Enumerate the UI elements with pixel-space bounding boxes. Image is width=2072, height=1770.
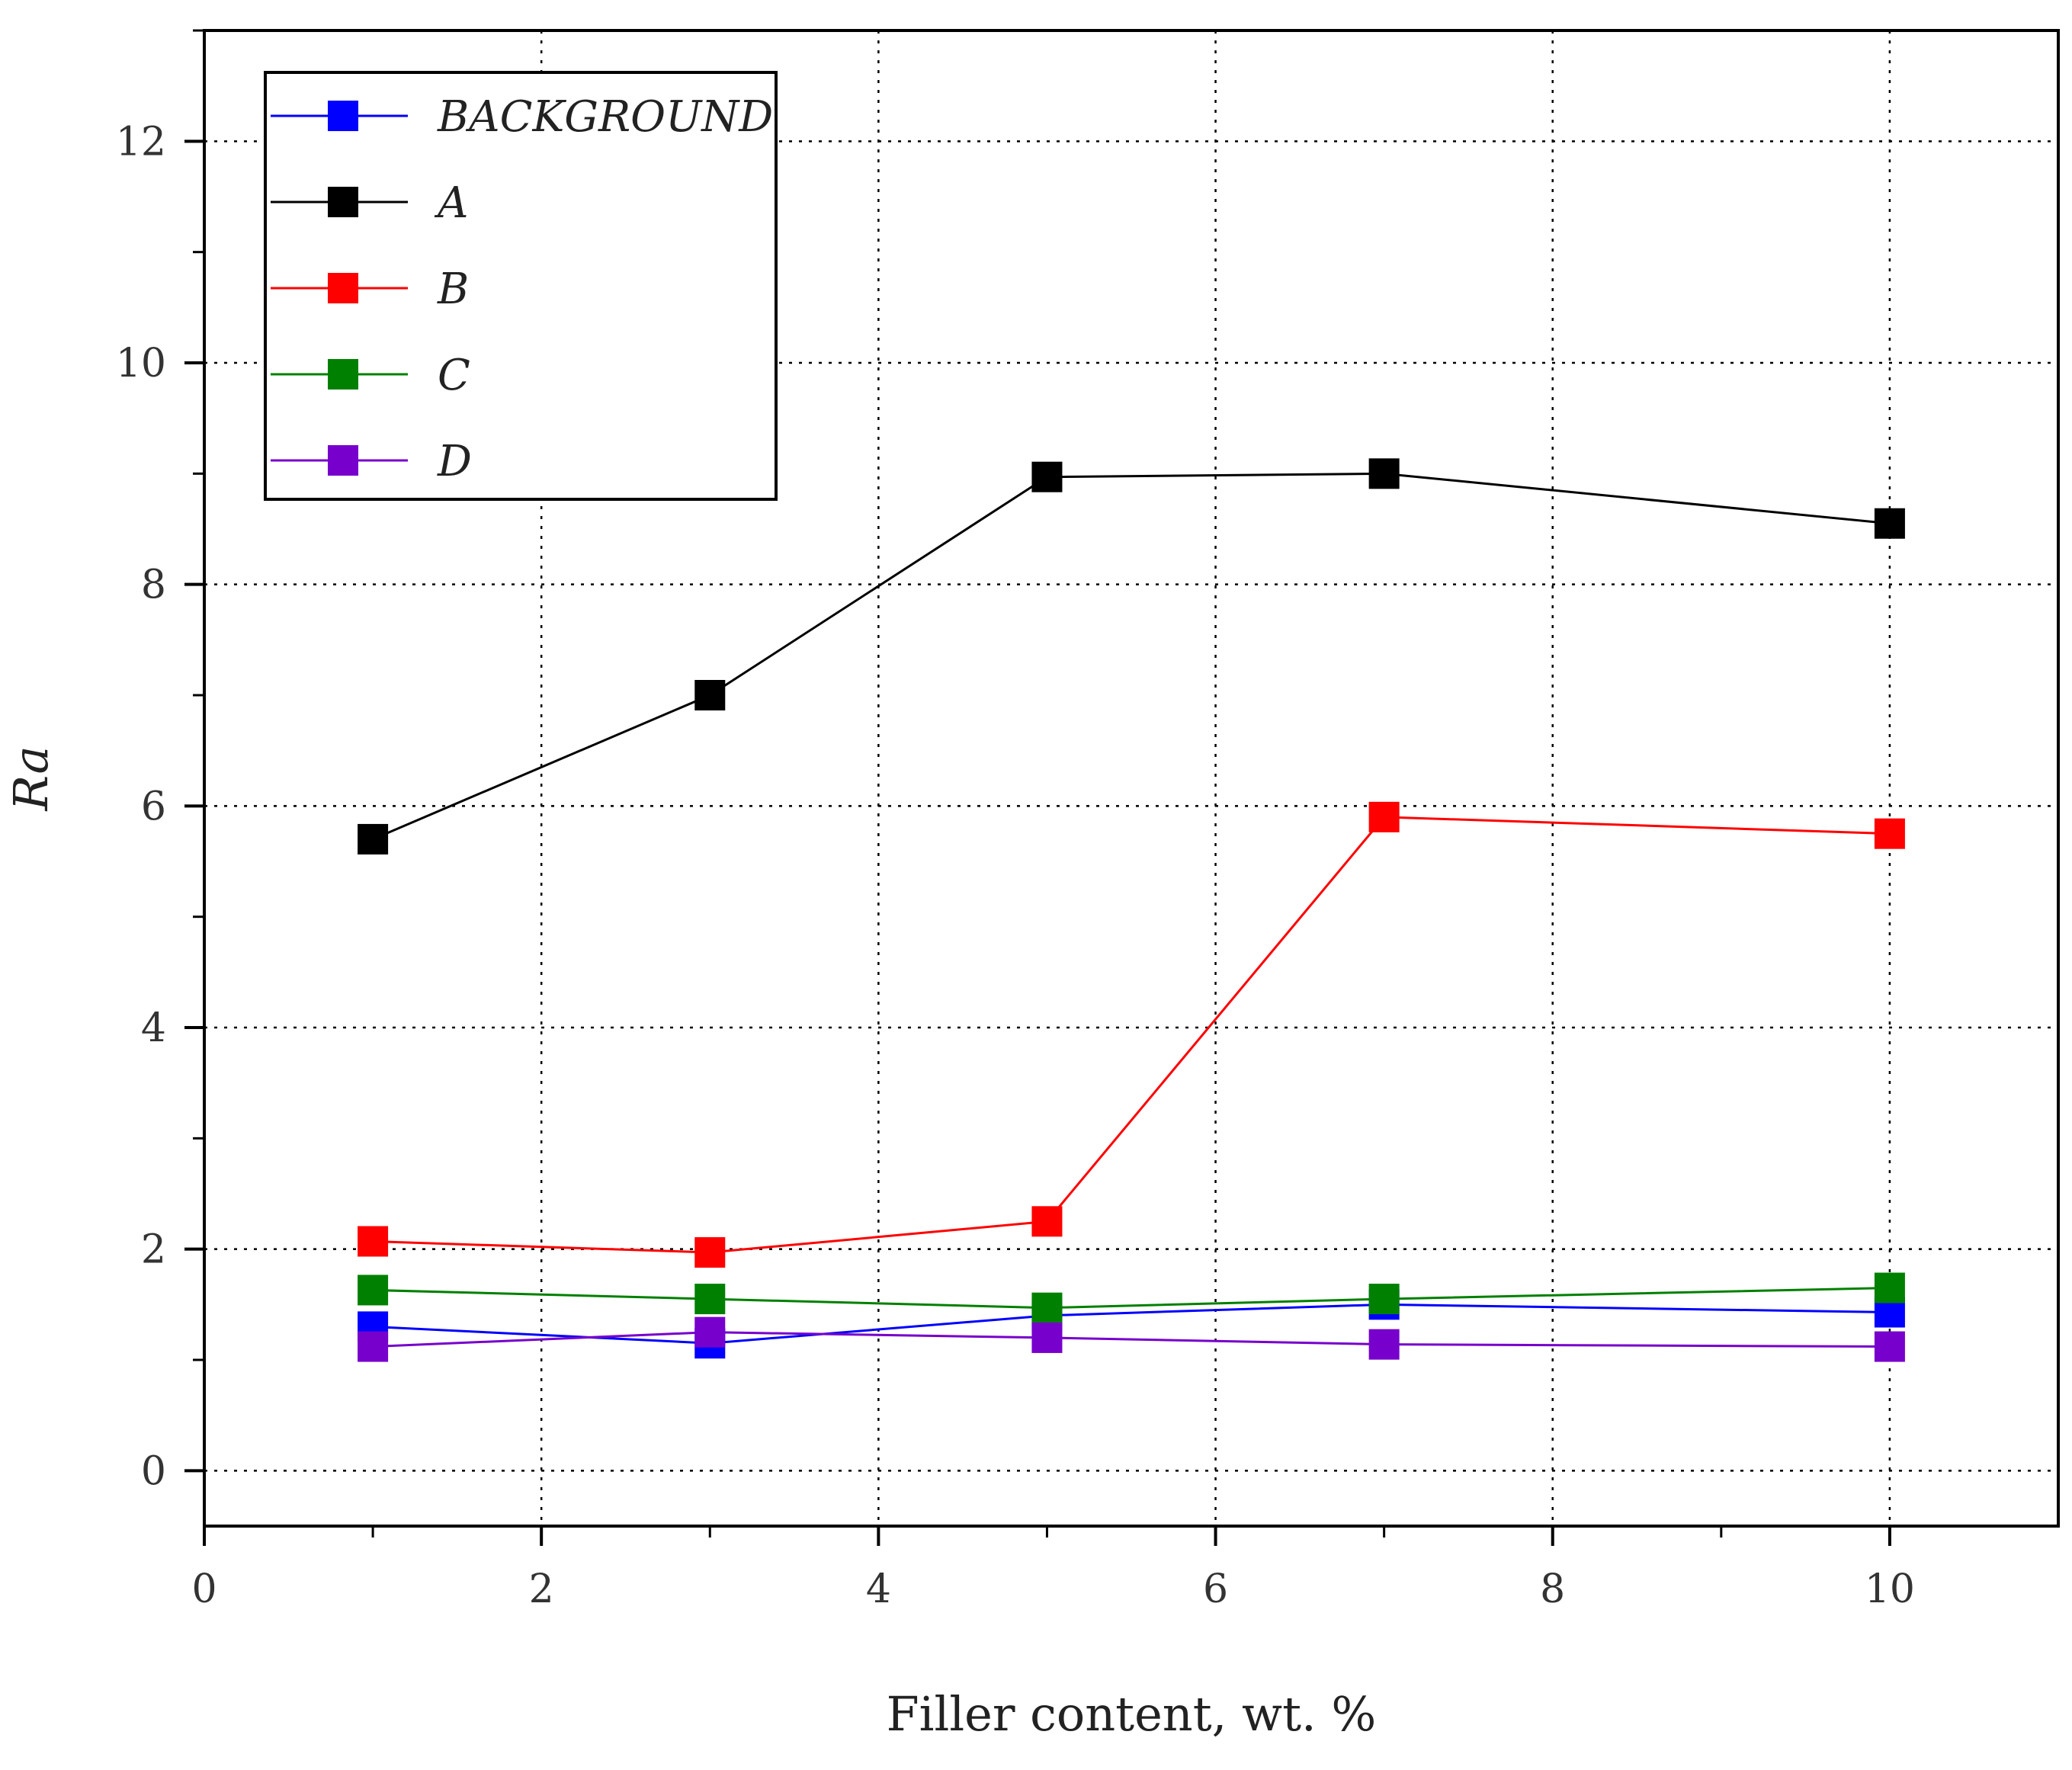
legend-label-c: C [438, 351, 470, 400]
y-tick-label: 2 [141, 1227, 166, 1273]
x-tick-label: 6 [1203, 1566, 1228, 1612]
y-tick-label: 10 [116, 341, 166, 386]
x-tick-label: 8 [1540, 1566, 1565, 1612]
y-tick-label: 0 [141, 1448, 166, 1494]
data-point-b [358, 1226, 389, 1257]
y-tick-label: 8 [141, 563, 166, 608]
data-point-d [1874, 1331, 1905, 1362]
legend-label-background: BACKGROUND [437, 92, 773, 142]
data-point-d [1368, 1329, 1400, 1360]
data-point-d [694, 1316, 726, 1348]
plot-series [358, 458, 1905, 1362]
y-tick-label: 6 [141, 784, 166, 829]
data-point-d [1031, 1322, 1063, 1353]
legend-marker-a [328, 187, 358, 217]
y-tick-label: 4 [141, 1005, 166, 1051]
legend-marker-background [328, 101, 358, 131]
data-point-b [1031, 1206, 1063, 1237]
legend-label-a: A [434, 178, 468, 228]
y-tick-label: 12 [116, 119, 166, 165]
y-axis-title: Ra [3, 746, 59, 811]
legend-label-d: D [437, 437, 472, 486]
legend-label-b: B [437, 265, 469, 314]
data-point-a [1874, 508, 1905, 539]
data-point-a [694, 680, 726, 710]
series-line-a [372, 472, 1891, 841]
data-point-c [694, 1284, 726, 1315]
data-point-a [1368, 458, 1400, 489]
series-line-b [373, 816, 1890, 1254]
series-line-d [373, 1331, 1890, 1348]
data-point-c [358, 1275, 389, 1306]
data-point-b [694, 1237, 726, 1268]
data-point-a [358, 823, 389, 855]
data-point-c [1031, 1292, 1063, 1323]
x-tick-label: 10 [1865, 1566, 1915, 1612]
x-tick-label: 2 [529, 1566, 554, 1612]
series-line-c [373, 1287, 1890, 1310]
data-point-b [1368, 801, 1400, 832]
axis-ticks: 0 2 4 6 8 10 0 2 4 6 8 10 12 [116, 29, 1915, 1612]
data-point-c [1368, 1284, 1400, 1315]
legend-marker-d [328, 445, 358, 476]
x-tick-label: 4 [866, 1566, 891, 1612]
data-point-c [1874, 1272, 1905, 1303]
legend-marker-c [328, 359, 358, 390]
x-tick-label: 0 [191, 1566, 217, 1612]
data-point-b [1874, 818, 1905, 849]
legend-marker-b [328, 273, 358, 303]
data-point-d [358, 1331, 389, 1362]
data-point-a [1031, 461, 1063, 492]
x-axis-title: Filler content, wt. % [887, 1686, 1377, 1742]
plot-frame [203, 29, 2060, 1528]
